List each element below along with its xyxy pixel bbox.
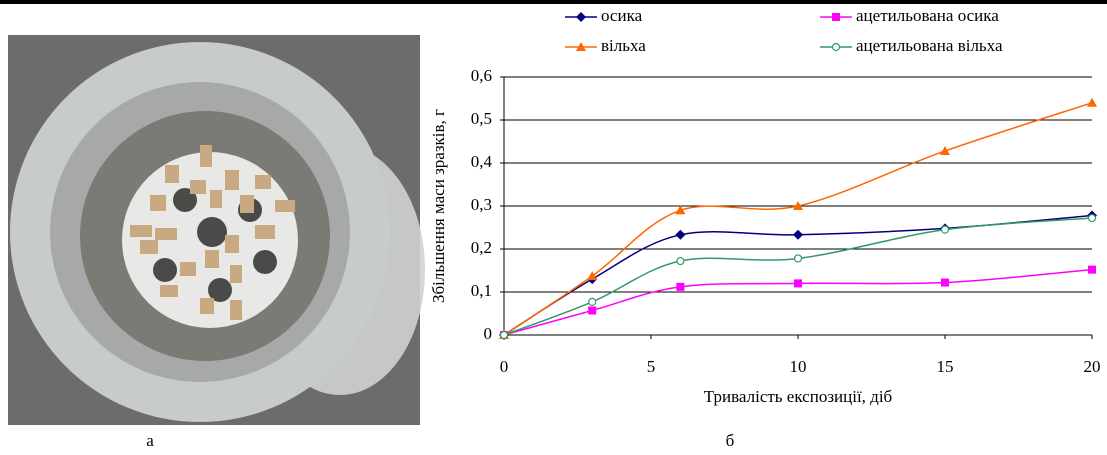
data-point (1087, 213, 1097, 223)
data-point (676, 282, 685, 291)
data-point (499, 330, 509, 340)
legend-marker (832, 13, 840, 21)
data-point (940, 145, 950, 155)
x-tick-label: 20 (1084, 357, 1101, 376)
data-point (588, 306, 597, 315)
legend-marker (576, 12, 586, 22)
y-tick-label: 0,5 (471, 109, 492, 128)
data-point (588, 297, 597, 306)
panel-label: а (146, 431, 154, 450)
y-tick-label: 0,4 (471, 152, 493, 171)
x-tick-label: 15 (937, 357, 954, 376)
data-point (1088, 265, 1096, 274)
y-tick-label: 0,1 (471, 281, 492, 300)
data-point (794, 279, 802, 288)
data-point (1087, 97, 1097, 107)
data-point (793, 201, 803, 210)
y-tick-label: 0 (484, 324, 493, 343)
legend-marker (576, 42, 586, 51)
x-axis-label: Тривалість експозиції, діб (704, 387, 892, 406)
y-tick-label: 0,2 (471, 238, 492, 257)
data-point (587, 271, 598, 281)
panel-label: б (726, 431, 735, 450)
data-point (793, 229, 803, 240)
legend-label: ацетильована вільха (856, 36, 1003, 55)
x-tick-label: 0 (500, 357, 509, 376)
legend-label: ацетильована осика (856, 6, 999, 25)
y-tick-label: 0,3 (471, 195, 492, 214)
data-point (793, 254, 803, 263)
data-point (675, 205, 686, 215)
data-point (675, 229, 686, 240)
data-point (676, 256, 685, 266)
top-rule (0, 0, 1107, 4)
data-point (941, 278, 949, 287)
y-axis-label: Збільшення маси зразків, г (429, 109, 448, 303)
x-tick-label: 5 (647, 357, 656, 376)
data-point (940, 225, 950, 234)
photo (8, 35, 425, 425)
y-tick-label: 0,6 (471, 66, 492, 85)
legend-marker (831, 42, 841, 52)
legend-label: осика (601, 6, 643, 25)
x-tick-label: 10 (790, 357, 807, 376)
legend-label: вільха (601, 36, 646, 55)
